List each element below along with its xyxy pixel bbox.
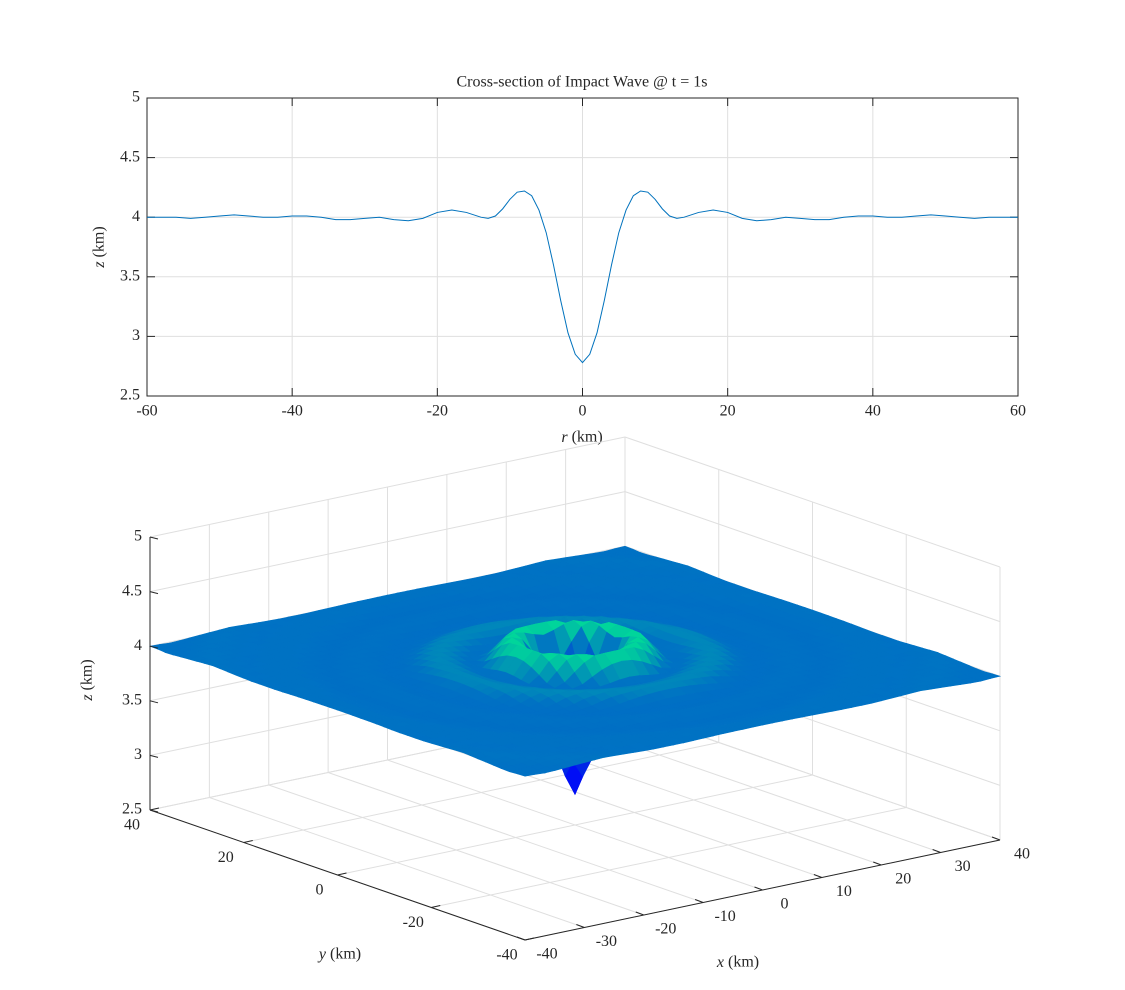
grid-line [431,807,907,908]
tick-mark [149,591,159,595]
y-tick-label: 4 [132,208,140,225]
z-axis-label: z (km) [79,659,96,701]
y-tick-label: 5 [132,89,140,106]
y-tick-label: 2.5 [120,387,140,404]
plot-frame [146,97,1019,397]
grid-line [243,742,719,843]
tick-mark [149,754,159,758]
tick-mark [991,836,1001,841]
x-tick-label: 20 [720,403,736,420]
x-tick-label: 40 [1014,846,1030,863]
tick-mark [932,849,941,853]
x-tick-label: 30 [955,858,971,875]
grid-line [624,436,1001,568]
x-axis-label: x (km) [716,954,759,971]
tick-mark [576,924,585,928]
y-tick-label: 4.5 [120,148,140,165]
y-tick-label: 0 [316,882,324,899]
x-tick-label: -20 [655,921,676,938]
y-tick-label: 3.5 [120,267,140,284]
grid-line [149,491,626,593]
tick-mark [754,886,763,891]
z-tick-label: 3 [134,746,142,763]
z-tick-label: 2.5 [122,801,142,818]
x-tick-label: -60 [136,403,157,420]
z-tick-label: 5 [134,528,142,545]
x-tick-label: 40 [865,403,881,420]
tick-mark [431,905,441,908]
tick-mark [243,840,253,843]
x-tick-label: -40 [536,946,557,963]
tick-mark [149,645,159,649]
x-tick-label: 0 [579,403,587,420]
surface-facet [517,772,535,777]
y-tick-label: -40 [496,947,517,964]
x-axis-label: r (km) [561,429,602,446]
x-tick-label: -40 [282,403,303,420]
grid-line [337,774,813,876]
z-tick-label: 4 [134,637,142,654]
x-tick-label: 60 [1010,403,1026,420]
x-tick-label: 20 [895,871,911,888]
y-tick-label: 40 [124,817,140,834]
x-tick-label: 10 [836,883,852,900]
tick-mark [149,809,159,813]
x-tick-label: 0 [781,896,789,913]
y-axis-label: y (km) [317,946,361,963]
x-tick-label: -10 [714,908,735,925]
tick-mark [337,872,347,876]
tick-mark [635,911,644,916]
surface [148,545,1002,796]
x-tick-label: -20 [427,403,448,420]
y-tick-label: 20 [218,849,234,866]
tick-mark [694,899,704,903]
line-series [147,190,1018,364]
tick-mark [873,861,882,866]
tick-mark [149,700,159,704]
chart-title: Cross-section of Impact Wave @ t = 1s [456,74,707,91]
tick-mark [813,874,823,878]
y-axis-label: z (km) [91,226,108,268]
tick-mark [149,807,160,811]
y-tick-label: -20 [403,914,424,931]
tick-mark [516,936,526,941]
tick-mark [524,937,535,941]
y-tick-label: 3 [132,327,140,344]
x-tick-label: -30 [596,933,617,950]
tick-mark [149,536,159,540]
grid-line [149,436,626,538]
grid-line [624,491,1001,623]
z-tick-label: 4.5 [122,582,142,599]
z-tick-label: 3.5 [122,691,142,708]
